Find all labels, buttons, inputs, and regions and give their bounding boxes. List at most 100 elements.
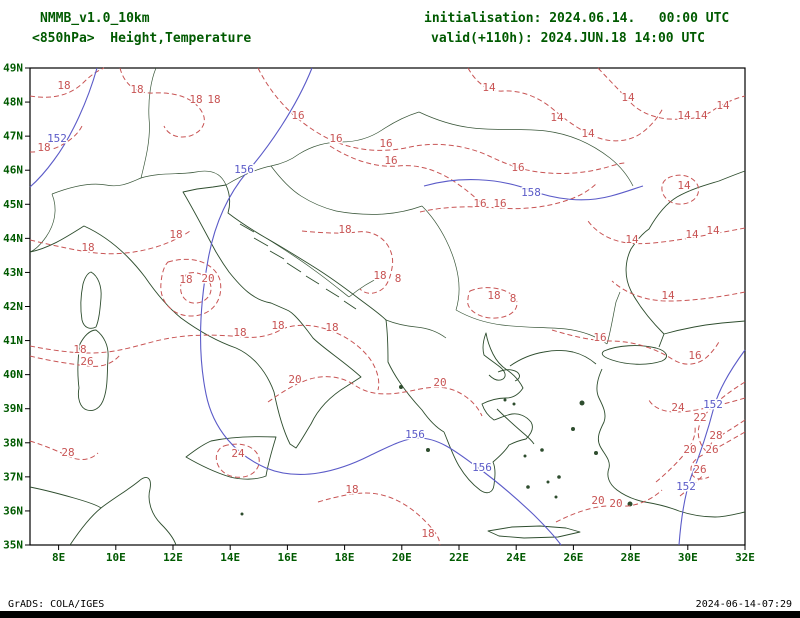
temp-contour-label: 14 <box>482 81 496 94</box>
footer: GrADS: COLA/IGES 2024-06-14-07:29 <box>0 599 800 618</box>
lat-label: 44N <box>3 232 23 245</box>
temp-contour-label: 16 <box>688 349 701 362</box>
temp-contour-label: 14 <box>716 99 730 112</box>
aegean-islands <box>240 385 633 516</box>
temp-contour-label: 18 <box>338 223 351 236</box>
temp-contour-label: 18 <box>73 343 86 356</box>
lon-label: 16E <box>277 551 297 564</box>
border-path <box>418 111 634 187</box>
temp-contour-label: 16 <box>511 161 524 174</box>
lon-label: 22E <box>449 551 469 564</box>
coastline-north-aegean <box>509 350 597 367</box>
temp-contour-label: 14 <box>661 289 675 302</box>
temp-contour-label: 16 <box>329 132 342 145</box>
lon-label: 28E <box>621 551 641 564</box>
temp-contour-label: 16 <box>379 137 392 150</box>
temp-contour-line <box>679 473 705 497</box>
temp-contour-label: 14 <box>621 91 635 104</box>
lat-label: 36N <box>3 504 23 517</box>
country-borders <box>29 67 634 345</box>
temp-contour-label: 18 <box>81 241 94 254</box>
temp-contour-line <box>555 489 663 523</box>
lon-label: 12E <box>163 551 183 564</box>
grads-credit: GrADS: COLA/IGES <box>8 599 104 610</box>
temp-contour-line <box>611 280 746 302</box>
temp-contour-label: 22 <box>693 411 706 424</box>
coastlines <box>29 170 746 546</box>
border-path <box>348 274 387 298</box>
temp-contour-label: 20 <box>609 497 622 510</box>
temp-contour-label: 18 <box>179 273 192 286</box>
border-path <box>51 177 142 195</box>
coastline-italy <box>29 184 362 449</box>
temp-contour-line <box>160 258 222 317</box>
temp-contour-label: 18 <box>421 527 434 540</box>
lat-label: 40N <box>3 368 23 381</box>
coastline-euboea <box>496 408 535 445</box>
temp-contour-label: 14 <box>706 224 720 237</box>
height-contour-label: 158 <box>521 186 541 199</box>
border-path <box>265 237 350 298</box>
temp-contour-label: 14 <box>677 109 691 122</box>
coastline-crete <box>487 525 581 539</box>
temp-contour-label: 16 <box>593 331 606 344</box>
temp-contour-line <box>180 272 212 304</box>
temp-contour-line <box>661 174 700 205</box>
temp-contour-label: 18 <box>271 319 284 332</box>
border-path <box>385 319 447 339</box>
lon-label: 8E <box>52 551 65 564</box>
temp-contour-line <box>215 443 260 478</box>
temp-contour-label: 16 <box>384 154 397 167</box>
temp-contour-line <box>29 67 105 98</box>
temp-contour-label: 28 <box>709 429 722 442</box>
lat-label: 46N <box>3 164 23 177</box>
coastline-corsica <box>80 271 102 329</box>
height-contour-label: 156 <box>472 461 492 474</box>
temp-contour-line <box>587 220 746 245</box>
temp-contour-line <box>597 67 746 120</box>
temp-contour-label: 18 <box>37 141 50 154</box>
lat-label: 47N <box>3 130 23 143</box>
temp-contour-line <box>119 67 205 138</box>
temp-contour-line <box>697 381 746 452</box>
temp-contour-label: 18 <box>325 321 338 334</box>
temp-contour-label: 18 <box>373 269 386 282</box>
temp-contour-line <box>29 230 191 255</box>
coastline-marmara <box>601 345 667 365</box>
height-contour-label: 152 <box>47 132 67 145</box>
lat-label: 41N <box>3 334 23 347</box>
lon-label: 10E <box>106 551 126 564</box>
temp-contour-label: 26 <box>705 443 718 456</box>
temp-contour-line <box>647 397 746 413</box>
lat-label: 43N <box>3 266 23 279</box>
temp-contour-line <box>690 431 746 480</box>
height-contour-line <box>199 67 562 546</box>
lat-label: 35N <box>3 539 23 552</box>
height-contour-line <box>29 67 98 188</box>
temp-contour-label: 16 <box>493 197 506 210</box>
temp-contour-label: 26 <box>693 463 706 476</box>
temp-contour-line <box>29 125 83 153</box>
lon-label: 26E <box>563 551 583 564</box>
lat-label: 48N <box>3 96 23 109</box>
temp-contour-label: 24 <box>671 401 685 414</box>
field-name: <850hPa> Height,Temperature <box>32 31 251 46</box>
temp-contour-label: 20 <box>288 373 301 386</box>
temp-contour-line <box>467 67 664 142</box>
temp-contour-label: 14 <box>677 179 691 192</box>
border-path <box>29 193 56 253</box>
lon-label: 24E <box>506 551 526 564</box>
border-path <box>140 170 227 186</box>
temp-contour-label: 18 <box>57 79 70 92</box>
coastline-dalmatian-islands <box>239 223 357 310</box>
temp-contour-label: 26 <box>80 355 93 368</box>
temp-contour-label: 20 <box>591 494 604 507</box>
temp-contour-label: 14 <box>694 109 708 122</box>
coastline-north-africa <box>29 477 177 546</box>
init-time: initialisation: 2024.06.14. 00:00 UTC <box>424 11 729 26</box>
lon-label: 20E <box>392 551 412 564</box>
temp-contour-label: 14 <box>685 228 699 241</box>
temp-contour-label: 16 <box>291 109 304 122</box>
coastline-turkey-west <box>596 368 746 518</box>
